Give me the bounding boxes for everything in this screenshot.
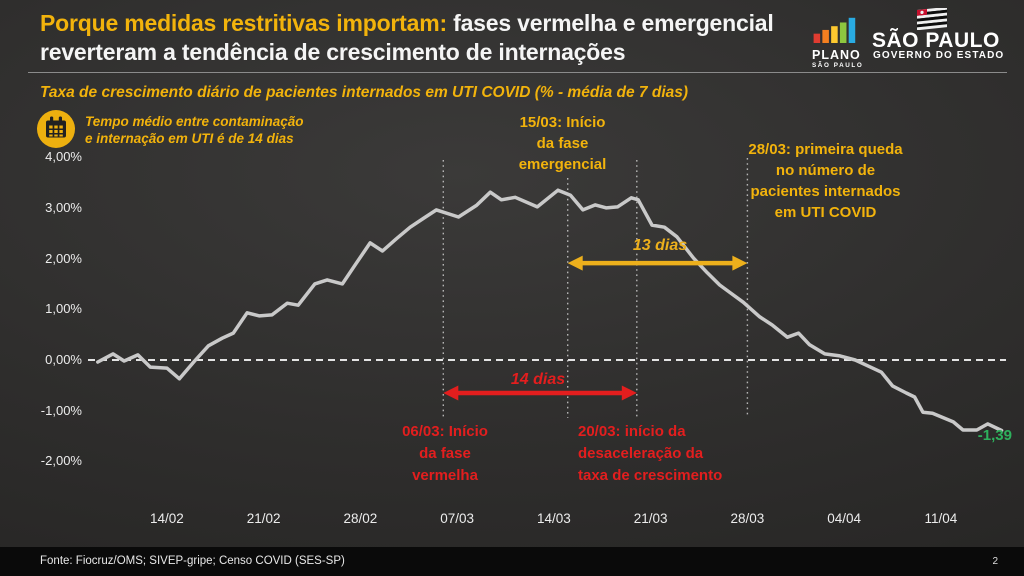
x-tick-label: 11/04	[924, 511, 958, 526]
note-line-1: Tempo médio entre contaminação	[85, 114, 304, 129]
annotation-primeira-queda: 28/03: primeira queda no número de pacie…	[723, 139, 928, 223]
plano-logo-subtext: SÃO PAULO	[812, 62, 864, 69]
calendar-icon	[37, 110, 75, 153]
x-tick-label: 04/04	[827, 511, 861, 526]
annotation-line: desaceleração da	[578, 445, 704, 462]
annotation-line: da fase	[419, 445, 471, 462]
title-highlight: Porque medidas restritivas importam:	[40, 10, 447, 36]
y-tick-label: -2,00%	[40, 453, 82, 469]
y-tick-label: 4,00%	[45, 149, 82, 165]
y-tick-label: 3,00%	[45, 199, 82, 215]
series-end-value: -1,39	[977, 427, 1012, 444]
plano-sp-logo: PLANO SÃO PAULO	[812, 15, 872, 70]
annotation-line: vermelha	[412, 467, 478, 484]
annotation-line: taxa de crescimento	[578, 467, 723, 484]
header-divider	[28, 72, 1007, 73]
x-tick-label: 28/03	[730, 511, 765, 526]
x-tick-label: 21/03	[633, 511, 668, 526]
title-line-2: reverteram a tendência de crescimento de…	[40, 39, 626, 65]
annotation-line: emergencial	[518, 156, 607, 173]
data-line	[96, 188, 1004, 433]
x-tick-label: 14/02	[150, 511, 184, 526]
annotation-line: 20/03: início da	[578, 423, 686, 440]
annotation-fase-vermelha: 06/03: Início da fase vermelha	[365, 421, 525, 487]
annotation-line: da fase	[536, 135, 589, 152]
plano-logo-text: PLANO	[812, 48, 861, 62]
gov-logo-subtext: GOVERNO DO ESTADO	[873, 50, 1005, 61]
y-tick-label: 2,00%	[45, 250, 82, 266]
annotation-line: 28/03: primeira queda	[748, 141, 903, 158]
footer-bar: Fonte: Fiocruz/OMS; SIVEP-gripe; Censo C…	[0, 547, 1024, 576]
note-line-2: e internação em UTI é de 14 dias	[85, 131, 294, 146]
annotation-line: em UTI COVID	[774, 204, 877, 221]
annotation-emergencial: 15/03: Início da fase emergencial	[455, 112, 670, 175]
arrow-head-right-14-dias	[621, 385, 637, 401]
title-line-1: Porque medidas restritivas importam: fas…	[40, 9, 830, 38]
gov-logo-text: SÃO PAULO	[872, 29, 1000, 52]
arrow-head-left-14-dias	[443, 385, 459, 401]
annotation-line: pacientes internados	[750, 183, 901, 200]
x-tick-label: 07/03	[440, 511, 475, 526]
source-text: Fonte: Fiocruz/OMS; SIVEP-gripe; Censo C…	[40, 555, 345, 567]
annotation-line: 15/03: Início	[519, 114, 606, 131]
x-tick-label: 28/02	[343, 511, 378, 526]
arrow-head-right-13-dias	[732, 255, 748, 271]
label-14-dias: 14 dias	[510, 371, 566, 388]
chart-title: Taxa de crescimento diário de pacientes …	[40, 84, 689, 101]
y-tick-label: -1,00%	[40, 402, 82, 418]
page-number: 2	[992, 556, 998, 567]
note-text: Tempo médio entre contaminação e interna…	[85, 113, 304, 147]
title-rest: fases vermelha e emergencial	[446, 10, 774, 36]
label-13-dias: 13 dias	[632, 237, 688, 254]
slide-title: Porque medidas restritivas importam: fas…	[40, 9, 830, 67]
bar-chart-icon	[813, 17, 856, 43]
arrow-head-left-13-dias	[567, 255, 583, 271]
annotation-line: no número de	[775, 162, 876, 179]
x-tick-label: 21/02	[246, 511, 281, 526]
annotation-line: 06/03: Início	[402, 423, 488, 440]
y-tick-label: 0,00%	[45, 352, 82, 367]
y-tick-label: 1,00%	[45, 301, 82, 317]
x-tick-label: 14/03	[536, 511, 571, 526]
annotation-desaceleracao: 20/03: início da desaceleração da taxa d…	[578, 421, 808, 487]
sp-flag-icon	[917, 8, 947, 30]
